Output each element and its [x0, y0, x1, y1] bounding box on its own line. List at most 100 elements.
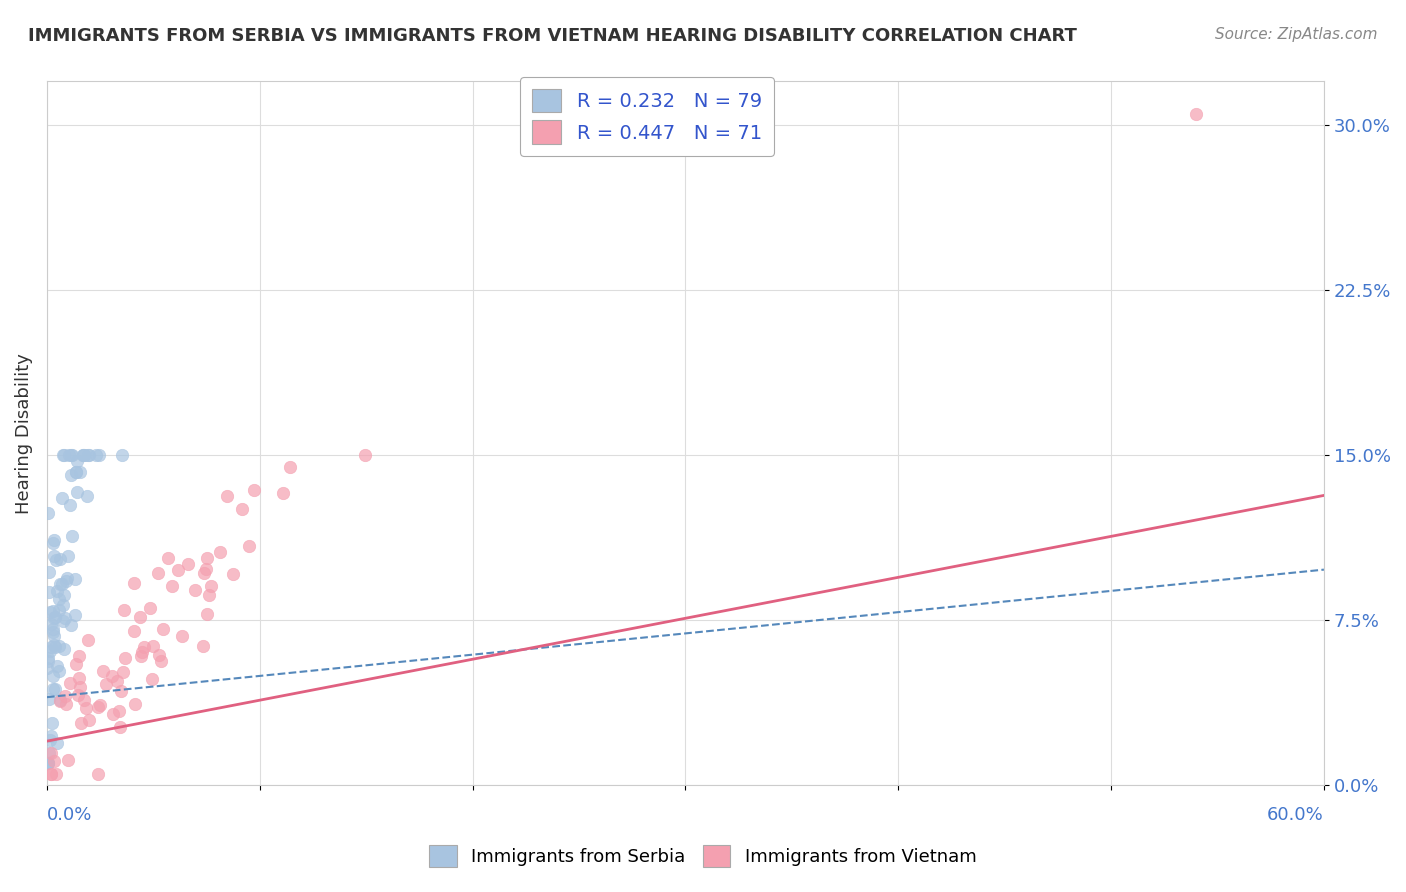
Point	[42, 669, 65, 683]
Point	[51, 491, 73, 505]
Point	[38, 747, 60, 761]
Point	[69, 649, 91, 664]
Point	[45, 767, 67, 781]
Point	[243, 483, 266, 497]
Point	[128, 610, 150, 624]
Point	[35, 661, 58, 675]
Point	[42, 681, 65, 696]
Point	[44, 609, 66, 624]
Point	[39, 746, 62, 760]
Point	[37, 654, 59, 668]
Text: IMMIGRANTS FROM SERBIA VS IMMIGRANTS FROM VIETNAM HEARING DISABILITY CORRELATION: IMMIGRANTS FROM SERBIA VS IMMIGRANTS FRO…	[28, 27, 1077, 45]
Point	[195, 607, 218, 622]
Point	[65, 657, 87, 672]
Point	[65, 608, 87, 623]
Point	[139, 600, 162, 615]
Text: Source: ZipAtlas.com: Source: ZipAtlas.com	[1215, 27, 1378, 42]
Legend: Immigrants from Serbia, Immigrants from Vietnam: Immigrants from Serbia, Immigrants from …	[422, 838, 984, 874]
Point	[271, 485, 294, 500]
Point	[197, 550, 219, 565]
Point	[42, 624, 65, 639]
Point	[49, 693, 72, 707]
Point	[76, 632, 98, 647]
Point	[39, 640, 62, 655]
Point	[53, 611, 76, 625]
Point	[131, 645, 153, 659]
Point	[60, 618, 83, 632]
Point	[48, 592, 70, 607]
Point	[55, 571, 77, 585]
Point	[37, 756, 59, 771]
Point	[60, 448, 83, 462]
Point	[48, 639, 70, 653]
Point	[91, 664, 114, 678]
Point	[156, 550, 179, 565]
Y-axis label: Hearing Disability: Hearing Disability	[15, 353, 32, 514]
Point	[94, 677, 117, 691]
Point	[65, 465, 87, 479]
Point	[55, 697, 77, 711]
Point	[86, 700, 108, 714]
Text: 0.0%: 0.0%	[46, 806, 93, 824]
Point	[39, 617, 62, 632]
Point	[124, 697, 146, 711]
Point	[87, 448, 110, 462]
Point	[39, 767, 62, 781]
Point	[45, 583, 67, 598]
Point	[72, 448, 94, 462]
Point	[72, 693, 94, 707]
Point	[39, 729, 62, 743]
Point	[79, 448, 101, 462]
Point	[122, 624, 145, 638]
Point	[63, 572, 86, 586]
Point	[39, 644, 62, 658]
Point	[51, 577, 73, 591]
Point	[238, 539, 260, 553]
Point	[59, 467, 82, 482]
Point	[278, 460, 301, 475]
Point	[67, 671, 90, 685]
Point	[45, 736, 67, 750]
Point	[42, 622, 65, 636]
Point	[38, 565, 60, 579]
Point	[38, 605, 60, 619]
Point	[111, 448, 134, 462]
Point	[69, 681, 91, 695]
Point	[49, 552, 72, 566]
Point	[52, 614, 75, 628]
Point	[87, 767, 110, 781]
Point	[231, 502, 253, 516]
Point	[129, 649, 152, 664]
Point	[122, 576, 145, 591]
Point	[60, 448, 83, 462]
Point	[42, 549, 65, 563]
Point	[37, 692, 59, 706]
Point	[39, 733, 62, 747]
Point	[39, 767, 62, 781]
Point	[84, 448, 107, 462]
Point	[110, 684, 132, 698]
Point	[44, 755, 66, 769]
Point	[209, 545, 232, 559]
Point	[112, 603, 135, 617]
Point	[110, 720, 132, 734]
Point	[69, 465, 91, 479]
Point	[49, 577, 72, 591]
Point	[198, 588, 221, 602]
Point	[59, 676, 82, 690]
Point	[152, 622, 174, 636]
Point	[56, 754, 79, 768]
Point	[66, 485, 89, 500]
Point	[75, 701, 97, 715]
Point	[37, 506, 59, 520]
Point	[150, 654, 173, 668]
Point	[42, 536, 65, 550]
Point	[79, 713, 101, 727]
Point	[76, 489, 98, 503]
Point	[44, 629, 66, 643]
Point	[142, 639, 165, 653]
Point	[38, 585, 60, 599]
Point	[67, 688, 90, 702]
Point	[177, 558, 200, 572]
Point	[101, 668, 124, 682]
